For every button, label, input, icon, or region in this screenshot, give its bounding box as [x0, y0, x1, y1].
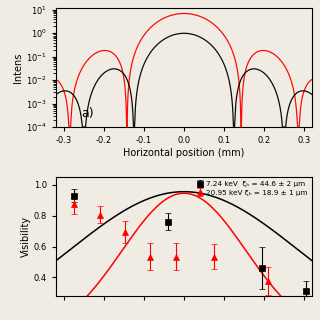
- Y-axis label: Intens: Intens: [13, 52, 23, 83]
- Legend: 7.24 keV  ξₕ = 44.6 ± 2 μm, 20.95 keV ξₕ = 18.9 ± 1 μm: 7.24 keV ξₕ = 44.6 ± 2 μm, 20.95 keV ξₕ …: [196, 180, 308, 196]
- X-axis label: Horizontal position (mm): Horizontal position (mm): [123, 148, 245, 158]
- Y-axis label: Visibility: Visibility: [21, 216, 31, 257]
- Text: a): a): [82, 108, 94, 121]
